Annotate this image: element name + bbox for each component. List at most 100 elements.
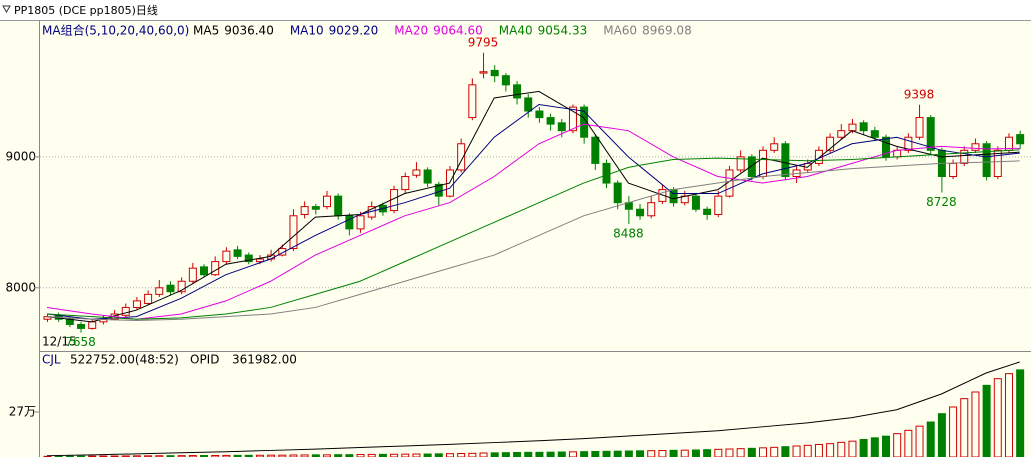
candle-body [513, 84, 522, 99]
candle-body [882, 136, 890, 158]
candle-body [770, 143, 779, 151]
candle-body [233, 249, 242, 257]
candle-body [870, 130, 879, 138]
candle-body [356, 215, 365, 230]
candle-body [1016, 134, 1025, 145]
ma-line [46, 90, 1020, 323]
volume-bar [770, 446, 779, 457]
volume-bar [580, 451, 589, 457]
candle-body [859, 122, 868, 132]
candle-body [993, 149, 1002, 178]
candle-body [926, 117, 935, 151]
volume-bar [490, 452, 499, 457]
volume-bar [155, 455, 164, 457]
volume-bar [390, 453, 399, 457]
ma-line [46, 149, 1020, 320]
volume-bar [714, 448, 723, 457]
price-annotation: 9795 [468, 35, 499, 49]
candle-body [647, 202, 656, 217]
volume-bar [468, 452, 477, 457]
candle-body [457, 143, 466, 171]
candle-body [77, 323, 86, 329]
volume-bar [323, 454, 331, 457]
volume-bar [781, 446, 790, 457]
candle-body [155, 287, 164, 295]
candle-body [200, 266, 209, 276]
legend-name: MA60 [603, 24, 637, 38]
candle-body [311, 206, 320, 210]
volume-bar [255, 454, 264, 457]
oi-line [46, 361, 1020, 457]
volume-bar [624, 450, 633, 457]
candle-body [837, 130, 846, 138]
volume-bar [937, 413, 946, 457]
candle-body [636, 208, 645, 217]
legend-name: MA40 [499, 24, 533, 38]
volume-bar [1004, 373, 1013, 457]
volume-bar [378, 453, 387, 457]
volume-bar [1016, 369, 1025, 457]
ma-line [46, 103, 1020, 320]
icon [2, 5, 11, 13]
volume-bar [792, 445, 801, 457]
volume-bar [826, 443, 835, 457]
volume-bar [703, 449, 712, 457]
candle-body [915, 117, 924, 138]
date-label: 12/15 [42, 335, 77, 349]
candle-body [423, 169, 432, 184]
volume-bar [479, 452, 488, 457]
volume-bar [434, 453, 443, 457]
candle-body [546, 117, 555, 125]
y-tick-label: 8000 [5, 280, 36, 294]
indicator-label: MA组合(5,10,20,40,60,0) [42, 23, 189, 38]
volume-bar [971, 391, 980, 457]
volume-bar [423, 453, 432, 457]
candle-body [580, 106, 589, 138]
volume-bar [613, 450, 622, 457]
volume-bar [803, 444, 812, 457]
volume-bar [524, 451, 533, 457]
candle-body [211, 261, 220, 276]
candle-body [300, 206, 309, 215]
volume-bar [949, 406, 958, 457]
volume-name: CJL [42, 353, 61, 367]
candle-body [949, 162, 958, 178]
legend-value: 9029.20 [329, 24, 379, 38]
volume-bar [669, 449, 678, 457]
candle-body [960, 149, 969, 164]
volume-bar [211, 455, 220, 457]
candle-body [334, 195, 343, 217]
ma-line [46, 123, 1020, 320]
candle-body [121, 306, 130, 316]
candle-body [736, 156, 745, 171]
candle-body [904, 136, 913, 151]
volume-bar [636, 450, 645, 457]
price-annotation: 8488 [613, 226, 644, 240]
volume-bar [926, 421, 935, 457]
candle-body [479, 71, 488, 74]
candle-body [401, 176, 410, 191]
candle-body [971, 143, 980, 151]
volume-bar [859, 439, 868, 457]
legend-name: MA20 [394, 24, 428, 38]
volume-bar [289, 454, 298, 457]
volume-bar [557, 451, 566, 457]
candle-body [166, 284, 175, 293]
candle-body [524, 97, 533, 112]
volume-bar [993, 378, 1002, 457]
volume-bar [457, 453, 466, 457]
legend-value: 9064.60 [433, 24, 483, 38]
oi-name: OPID [190, 353, 219, 367]
candle-body [244, 254, 253, 263]
candle-body [289, 215, 298, 250]
legend-value: 8969.08 [642, 24, 692, 38]
volume-bar [882, 435, 890, 457]
volume-bar [535, 451, 544, 457]
y-tick-label: 27万 [9, 405, 36, 419]
volume-bar [691, 449, 700, 457]
volume-label: 522752.00(48:52) [70, 353, 179, 367]
price-annotation: 8728 [926, 195, 957, 209]
volume-bar [658, 450, 667, 457]
volume-bar [893, 433, 902, 457]
